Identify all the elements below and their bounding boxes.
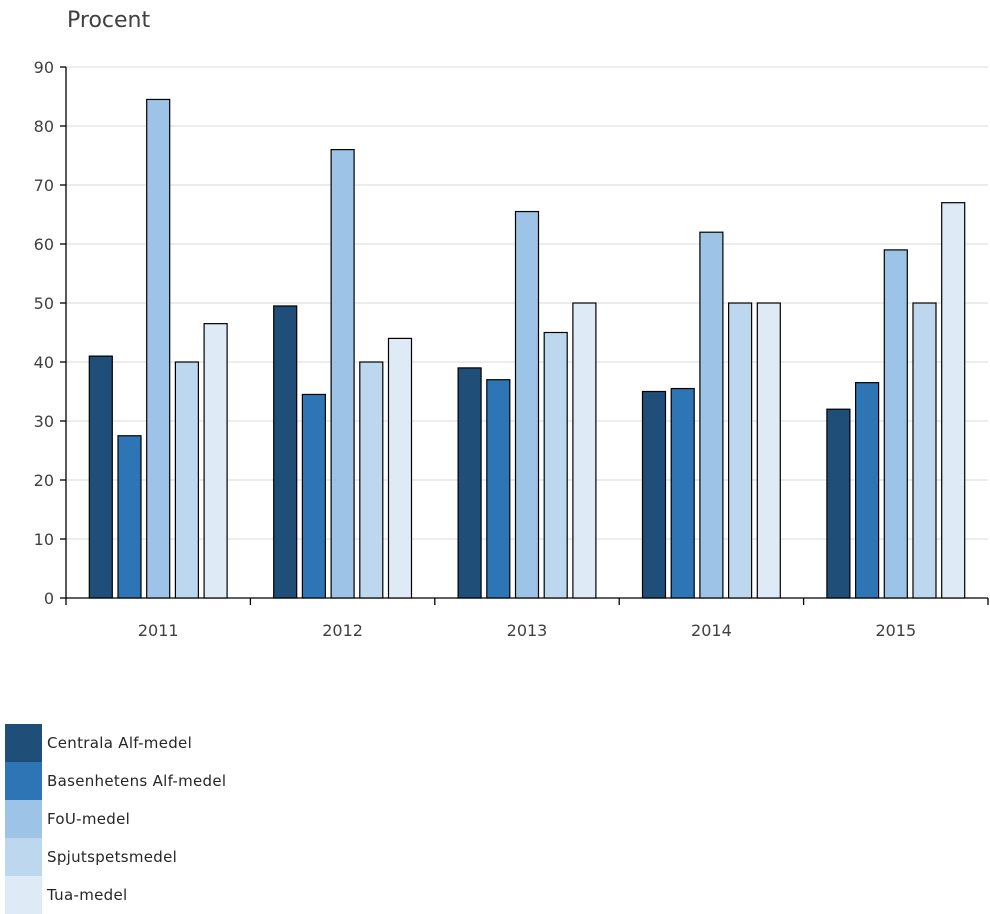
bar (883, 249, 908, 599)
bar (543, 331, 568, 599)
legend-label: FoU-medel (47, 810, 131, 828)
y-tick-label: 60 (34, 235, 54, 254)
x-tick-label: 2012 (322, 621, 363, 640)
legend-label: Spjutspetsmedel (47, 848, 178, 866)
legend-swatch (5, 724, 42, 762)
y-tick-label: 90 (34, 58, 54, 77)
bar (756, 302, 781, 599)
bar (273, 305, 298, 599)
x-tick-label: 2011 (138, 621, 179, 640)
bar (912, 302, 937, 599)
bar (359, 361, 384, 599)
bar (486, 379, 511, 599)
x-tick-label: 2013 (507, 621, 548, 640)
bar-chart: 0 10 20 30 40 50 60 70 80 90 2011 2012 2013 2014 2015 (34, 58, 989, 640)
bar (670, 387, 695, 599)
bar (174, 361, 199, 599)
y-tick-label: 40 (34, 353, 54, 372)
bar (330, 149, 355, 599)
legend-label: Basenhetens Alf-medel (47, 772, 227, 790)
bar (457, 367, 482, 599)
bar (514, 210, 540, 599)
bar (854, 382, 880, 599)
bar (826, 408, 851, 599)
y-tick-label: 80 (34, 117, 54, 136)
y-axis-label: Procent (67, 8, 151, 33)
y-tick-label: 20 (34, 471, 54, 490)
legend-label: Centrala Alf-medel (47, 734, 193, 752)
bar (146, 98, 171, 599)
bar (572, 302, 597, 599)
y-tick-label: 30 (34, 412, 54, 431)
bar (301, 393, 326, 599)
bar (203, 323, 228, 599)
x-tick-label: 2015 (875, 621, 916, 640)
legend-label: Tua-medel (47, 886, 128, 904)
chart-area: Procent 0 10 20 30 40 50 60 70 80 90 2011 2012 2013 2… (34, 8, 989, 640)
legend-item: Tua-medel (5, 876, 226, 914)
bar (88, 355, 113, 599)
legend-item: Basenhetens Alf-medel (5, 762, 226, 800)
legend-item: FoU-medel (5, 800, 226, 838)
x-tick-label: 2014 (691, 621, 732, 640)
bar (641, 390, 667, 599)
y-tick-label: 0 (44, 589, 54, 608)
legend-item: Centrala Alf-medel (5, 724, 226, 762)
legend-swatch (5, 876, 42, 914)
y-tick-label: 10 (34, 530, 54, 549)
bar (117, 435, 142, 599)
bar (387, 337, 413, 599)
bar (941, 202, 966, 599)
legend-item: Spjutspetsmedel (5, 838, 226, 876)
bar (727, 302, 753, 599)
legend-swatch (5, 838, 42, 876)
y-tick-label: 70 (34, 176, 54, 195)
bar (699, 231, 724, 599)
legend: Centrala Alf-medel Basenhetens Alf-medel F… (5, 724, 226, 914)
legend-swatch (5, 800, 42, 838)
legend-swatch (5, 762, 42, 800)
y-tick-label: 50 (34, 294, 54, 313)
